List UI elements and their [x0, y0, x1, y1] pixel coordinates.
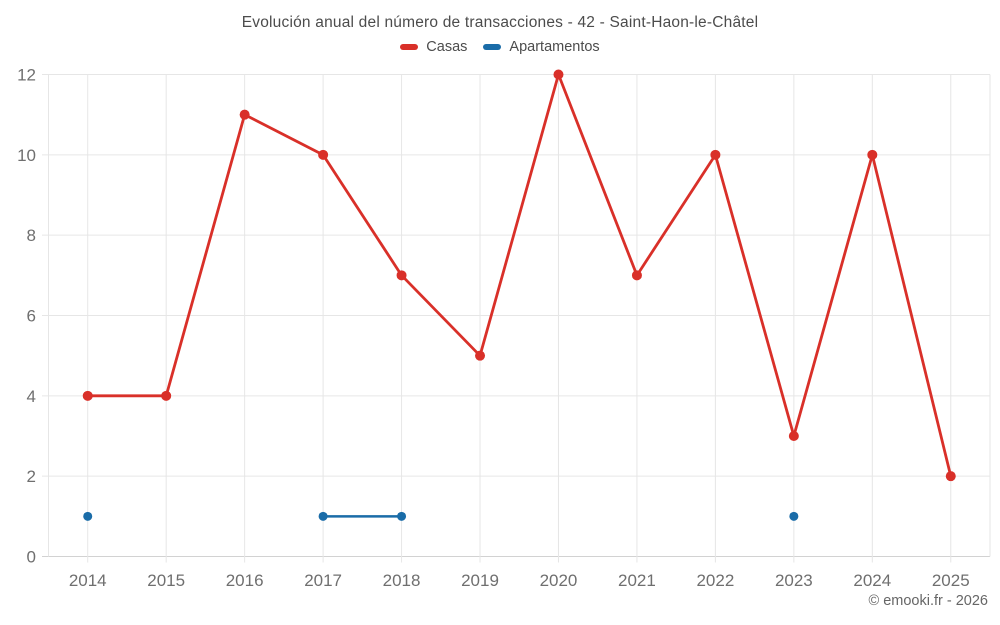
x-tick-label: 2023: [775, 571, 813, 590]
legend-swatch-apartamentos-icon: [483, 44, 502, 50]
x-tick-label: 2016: [226, 571, 264, 590]
data-point-apartamentos-2018[interactable]: [397, 511, 407, 521]
legend-swatch-casas-icon: [400, 44, 419, 50]
data-point-apartamentos-2023[interactable]: [789, 511, 799, 521]
legend-label-apartamentos: Apartamentos: [509, 39, 600, 55]
y-tick-label: 0: [27, 548, 36, 567]
chart-title: Evolución anual del número de transaccio…: [241, 14, 759, 31]
legend-item-casas[interactable]: Casas: [400, 39, 467, 55]
data-point-casas-2019[interactable]: [475, 350, 486, 361]
y-tick-label: 10: [17, 146, 36, 165]
data-point-casas-2025[interactable]: [945, 471, 956, 482]
x-tick-label: 2022: [696, 571, 734, 590]
x-tick-label: 2017: [304, 571, 342, 590]
data-point-casas-2023[interactable]: [788, 431, 799, 441]
y-tick-label: 12: [17, 66, 36, 85]
data-point-casas-2016[interactable]: [239, 109, 250, 120]
data-point-casas-2018[interactable]: [396, 270, 407, 281]
x-tick-label: 2014: [69, 571, 107, 590]
data-point-apartamentos-2014[interactable]: [83, 511, 93, 521]
x-tick-label: 2024: [853, 571, 891, 590]
data-point-apartamentos-2017[interactable]: [318, 511, 328, 521]
data-point-casas-2022[interactable]: [710, 149, 721, 160]
y-tick-label: 4: [27, 387, 36, 406]
data-point-casas-2024[interactable]: [867, 149, 878, 160]
x-tick-label: 2018: [383, 571, 421, 590]
y-tick-label: 2: [27, 467, 36, 486]
data-point-casas-2015[interactable]: [161, 390, 172, 401]
x-tick-label: 2015: [147, 571, 185, 590]
series-line-casas[interactable]: [86, 73, 953, 478]
x-tick-label: 2019: [461, 571, 499, 590]
legend: Casas Apartamentos: [0, 39, 1000, 55]
data-point-casas-2017[interactable]: [318, 149, 329, 160]
data-point-casas-2020[interactable]: [553, 69, 564, 80]
y-tick-label: 6: [27, 307, 36, 326]
copyright-footer: © emooki.fr - 2026: [868, 593, 988, 609]
data-point-casas-2021[interactable]: [631, 270, 642, 281]
x-tick-label: 2020: [540, 571, 578, 590]
legend-item-apartamentos[interactable]: Apartamentos: [483, 39, 600, 55]
legend-label-casas: Casas: [426, 39, 468, 55]
y-tick-label: 8: [27, 226, 36, 245]
data-point-casas-2014[interactable]: [82, 390, 93, 401]
x-tick-label: 2025: [932, 571, 970, 590]
x-tick-label: 2021: [618, 571, 656, 590]
